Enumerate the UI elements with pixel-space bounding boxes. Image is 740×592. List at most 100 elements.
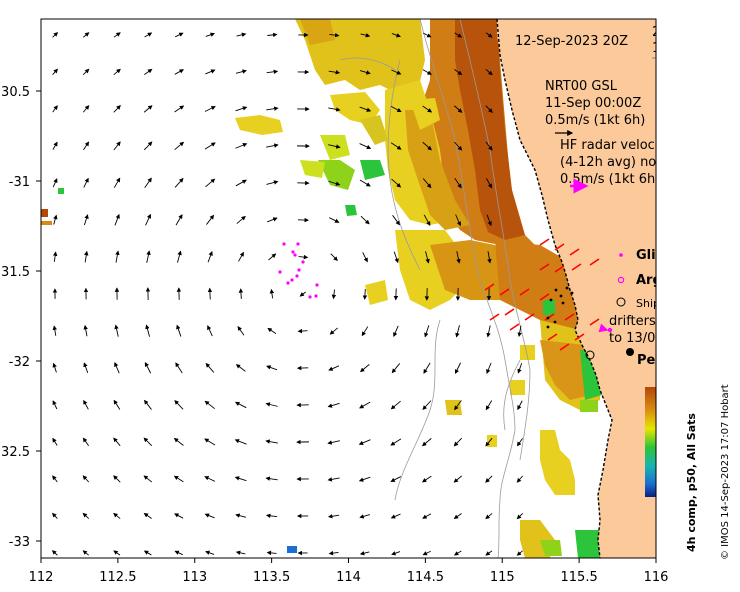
sla-arrow xyxy=(328,550,339,556)
sla-arrow xyxy=(82,550,89,556)
sla-arrow xyxy=(423,362,431,374)
sla-arrow xyxy=(82,32,90,38)
sla-arrow xyxy=(391,178,402,188)
legend-argo: Argo xyxy=(636,273,671,288)
sla-arrow xyxy=(82,512,90,519)
sla-arrow xyxy=(113,399,121,410)
isobath-label-1000: 1000m xyxy=(652,41,698,56)
colorbar-tick-17: 17 xyxy=(657,459,671,472)
sla-arrow xyxy=(329,327,338,335)
sla-arrow xyxy=(234,439,247,445)
sla-arrow xyxy=(328,180,341,186)
sla-arrow xyxy=(425,251,430,264)
sla-arrow xyxy=(83,324,88,337)
sla-arrow xyxy=(265,513,278,519)
sla-arrow xyxy=(485,437,493,447)
sla-arrow xyxy=(390,142,402,150)
sla-arrow xyxy=(205,550,215,555)
colorbar-tick-18: 18 xyxy=(657,439,671,452)
sla-arrow xyxy=(144,361,152,374)
sla-arrow xyxy=(453,513,462,519)
sla-arrow xyxy=(83,214,89,226)
sla-arrow xyxy=(391,69,402,75)
sla-arrow xyxy=(359,179,371,187)
sla-arrow xyxy=(173,475,184,483)
sla-arrow xyxy=(113,475,121,483)
sla-arrow xyxy=(487,251,492,264)
sla-arrow xyxy=(83,141,90,151)
sst-layer xyxy=(41,19,612,558)
sla-arrow xyxy=(423,32,432,38)
sla-arrow xyxy=(454,400,462,411)
sla-arrow xyxy=(175,214,183,226)
x-tick-label: 115 xyxy=(490,570,515,585)
sla-arrow xyxy=(82,105,90,113)
radar-arrow xyxy=(569,248,580,256)
sla-arrow xyxy=(82,437,90,446)
sla-arrow xyxy=(174,69,184,75)
sla-arrow xyxy=(115,250,120,263)
sla-arrow xyxy=(517,325,522,338)
sla-arrow xyxy=(204,513,215,519)
sla-arrow xyxy=(359,364,370,373)
sla-arrow xyxy=(206,214,215,225)
sla-arrow xyxy=(358,476,371,482)
sla-arrow xyxy=(145,213,152,226)
sla-arrow xyxy=(235,364,246,372)
sla-scale: 0.5m/s (1kt 6h) xyxy=(545,113,645,128)
sla-arrow xyxy=(454,141,463,151)
sla-arrow xyxy=(265,439,278,444)
radar-title: HF radar velocity xyxy=(560,138,672,153)
sla-arrow xyxy=(113,512,121,519)
sla-arrow xyxy=(144,68,153,75)
sla-arrow xyxy=(174,141,185,151)
sla-arrow xyxy=(266,217,278,223)
sla-arrow xyxy=(392,215,400,226)
sla-arrow xyxy=(174,32,184,38)
sla-arrow xyxy=(84,250,89,263)
x-tick-label: 113 xyxy=(182,570,207,585)
city-label: Perth xyxy=(637,353,677,368)
sla-arrow xyxy=(456,251,461,264)
sla-arrow xyxy=(205,69,216,75)
sla-arrow xyxy=(113,177,121,188)
argo-marker xyxy=(607,327,613,333)
sla-arrow xyxy=(235,69,247,74)
sla-arrow xyxy=(52,325,58,336)
radar-arrow xyxy=(564,313,575,321)
sla-arrow xyxy=(453,105,463,113)
sla-arrow xyxy=(145,324,150,337)
sla-arrow xyxy=(266,180,279,185)
sla-arrow xyxy=(83,362,89,374)
sla-arrow xyxy=(390,476,402,482)
y-tick-label: -32 xyxy=(9,355,30,370)
y-tick-label: 30.5 xyxy=(1,85,30,100)
sla-arrow xyxy=(234,401,247,409)
x-tick-label: 115.5 xyxy=(561,570,598,585)
radar-arrow xyxy=(489,313,500,321)
sla-arrow xyxy=(268,253,277,261)
colorbar xyxy=(645,387,656,497)
sla-arrow xyxy=(52,32,59,38)
sla-arrow xyxy=(207,325,213,337)
radar-arrow xyxy=(589,258,600,266)
sla-arrow xyxy=(454,32,463,38)
sla-arrow xyxy=(297,328,308,334)
sla-arrow xyxy=(359,551,370,556)
sla-arrow xyxy=(143,105,153,113)
sla-arrow xyxy=(360,215,370,225)
legend-glider: Glider xyxy=(636,248,681,263)
sla-arrow xyxy=(266,106,279,111)
x-tick-label: 113.5 xyxy=(253,570,290,585)
ship-marker xyxy=(585,350,595,360)
sla-arrow xyxy=(174,550,183,556)
sla-arrow xyxy=(485,32,493,38)
sla-arrow xyxy=(485,178,493,189)
sla-arrow xyxy=(204,400,215,410)
sla-arrow xyxy=(205,32,216,37)
sla-arrow xyxy=(205,178,216,188)
radar-arrow xyxy=(559,343,570,351)
perth-marker xyxy=(626,348,634,356)
y-axis: 30.5 -31 31.5 -32 32.5 -33 xyxy=(1,85,41,550)
radar-arrow xyxy=(519,288,530,296)
